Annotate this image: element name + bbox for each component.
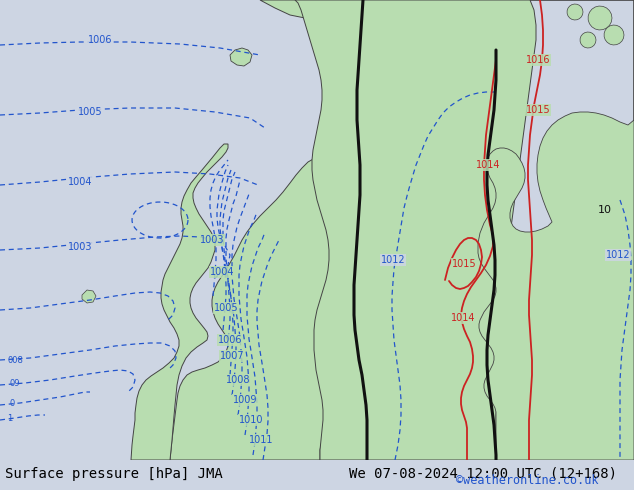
- Text: 1014: 1014: [476, 160, 500, 170]
- Text: 1004: 1004: [68, 177, 93, 187]
- Text: 1004: 1004: [210, 267, 234, 277]
- Polygon shape: [131, 144, 228, 460]
- Text: 1007: 1007: [220, 351, 244, 361]
- Text: 0: 0: [10, 398, 15, 408]
- Text: 1003: 1003: [200, 235, 224, 245]
- Polygon shape: [588, 6, 612, 30]
- Text: 1015: 1015: [526, 105, 550, 115]
- Text: 09: 09: [10, 378, 20, 388]
- Text: 10: 10: [598, 205, 612, 215]
- Polygon shape: [490, 315, 505, 329]
- Text: We 07-08-2024 12:00 UTC (12+168): We 07-08-2024 12:00 UTC (12+168): [349, 466, 617, 481]
- Text: 1015: 1015: [451, 259, 476, 269]
- Polygon shape: [604, 25, 624, 45]
- Text: 1005: 1005: [214, 303, 238, 313]
- Text: 1008: 1008: [226, 375, 250, 385]
- Text: 1006: 1006: [217, 335, 242, 345]
- Text: ©weatheronline.co.uk: ©weatheronline.co.uk: [456, 474, 599, 487]
- Text: Surface pressure [hPa] JMA: Surface pressure [hPa] JMA: [5, 466, 223, 481]
- Text: 1011: 1011: [249, 435, 273, 445]
- Polygon shape: [295, 0, 536, 460]
- Text: 1006: 1006: [87, 35, 112, 45]
- Polygon shape: [230, 48, 252, 66]
- Polygon shape: [170, 0, 365, 460]
- Text: 1012: 1012: [380, 255, 405, 265]
- Text: 1: 1: [8, 414, 13, 422]
- Text: 1014: 1014: [451, 313, 476, 323]
- Polygon shape: [580, 32, 596, 48]
- Polygon shape: [567, 4, 583, 20]
- Text: 008: 008: [7, 356, 23, 365]
- Text: 1016: 1016: [526, 55, 550, 65]
- Text: 1005: 1005: [78, 107, 102, 117]
- Text: 1012: 1012: [605, 250, 630, 260]
- Polygon shape: [82, 290, 96, 303]
- Text: 1009: 1009: [233, 395, 257, 405]
- Text: 1010: 1010: [239, 415, 263, 425]
- Polygon shape: [478, 0, 634, 460]
- Text: 1003: 1003: [68, 242, 93, 252]
